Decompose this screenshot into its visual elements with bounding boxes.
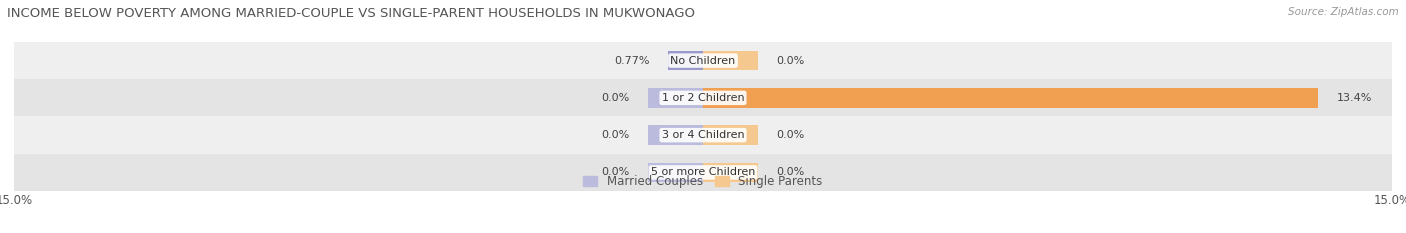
Text: 0.77%: 0.77% bbox=[614, 56, 650, 65]
Bar bbox=[703, 125, 758, 145]
Bar bbox=[703, 51, 758, 70]
Text: 0.0%: 0.0% bbox=[602, 130, 630, 140]
Bar bbox=[648, 125, 703, 145]
Text: No Children: No Children bbox=[671, 56, 735, 65]
Bar bbox=[668, 51, 703, 70]
Bar bbox=[14, 79, 1392, 116]
Text: Source: ZipAtlas.com: Source: ZipAtlas.com bbox=[1288, 7, 1399, 17]
Text: 1 or 2 Children: 1 or 2 Children bbox=[662, 93, 744, 103]
Text: 3 or 4 Children: 3 or 4 Children bbox=[662, 130, 744, 140]
Text: 0.0%: 0.0% bbox=[602, 168, 630, 177]
Bar bbox=[14, 116, 1392, 154]
Text: 0.0%: 0.0% bbox=[776, 56, 804, 65]
Text: 0.0%: 0.0% bbox=[602, 93, 630, 103]
Bar bbox=[648, 88, 703, 108]
Bar bbox=[648, 163, 703, 182]
Bar bbox=[14, 42, 1392, 79]
Text: 5 or more Children: 5 or more Children bbox=[651, 168, 755, 177]
Text: 0.0%: 0.0% bbox=[776, 130, 804, 140]
Bar bbox=[703, 88, 1319, 108]
Bar bbox=[14, 154, 1392, 191]
Bar bbox=[703, 163, 758, 182]
Text: 0.0%: 0.0% bbox=[776, 168, 804, 177]
Legend: Married Couples, Single Parents: Married Couples, Single Parents bbox=[579, 170, 827, 193]
Text: INCOME BELOW POVERTY AMONG MARRIED-COUPLE VS SINGLE-PARENT HOUSEHOLDS IN MUKWONA: INCOME BELOW POVERTY AMONG MARRIED-COUPL… bbox=[7, 7, 695, 20]
Text: 13.4%: 13.4% bbox=[1337, 93, 1372, 103]
